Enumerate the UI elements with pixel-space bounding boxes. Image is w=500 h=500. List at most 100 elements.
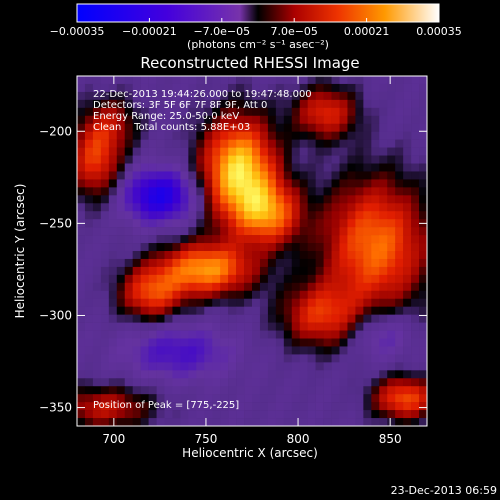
heatmap-cell — [100, 378, 110, 387]
heatmap-cell — [283, 195, 293, 204]
heatmap-cell — [228, 338, 237, 347]
heatmap-cell — [347, 235, 356, 244]
heatmap-cell — [228, 378, 237, 387]
heatmap-cell — [259, 282, 269, 292]
heatmap-cell — [77, 107, 86, 117]
heatmap-cell — [339, 227, 348, 236]
heatmap-cell — [307, 211, 316, 220]
heatmap-cell — [419, 83, 428, 93]
heatmap-cell — [283, 402, 293, 411]
heatmap-cell — [116, 354, 126, 363]
heatmap-cell — [132, 322, 141, 331]
heatmap-cell — [395, 370, 404, 379]
heatmap-cell — [299, 195, 308, 204]
heatmap-cell — [419, 155, 428, 164]
heatmap-cell — [371, 91, 380, 101]
heatmap-cell — [331, 219, 340, 228]
heatmap-cell — [212, 227, 221, 236]
heatmap-cell — [299, 418, 308, 427]
heatmap-cell — [244, 107, 253, 117]
heatmap-cell — [299, 155, 308, 164]
heatmap-cell — [156, 346, 165, 355]
heatmap-cell — [299, 99, 308, 109]
heatmap-cell — [188, 274, 197, 284]
heatmap-cell — [339, 282, 348, 292]
heatmap-cell — [132, 179, 141, 188]
heatmap-cell — [140, 227, 149, 236]
heatmap-cell — [77, 322, 86, 331]
heatmap-cell — [132, 107, 141, 117]
heatmap-cell — [323, 155, 332, 164]
heatmap-cell — [116, 362, 126, 371]
heatmap-cell — [315, 147, 324, 156]
heatmap-cell — [323, 99, 332, 109]
heatmap-cell — [140, 322, 149, 331]
heatmap-cell — [180, 163, 189, 172]
heatmap-cell — [236, 76, 245, 85]
heatmap-cell — [228, 410, 237, 419]
heatmap-cell — [124, 219, 133, 228]
heatmap-cell — [283, 155, 293, 164]
heatmap-cell — [411, 107, 420, 117]
heatmap-cell — [339, 330, 348, 339]
heatmap-cell — [411, 354, 420, 363]
heatmap-cell — [180, 258, 189, 268]
heatmap-cell — [267, 330, 277, 339]
heatmap-cell — [196, 370, 205, 379]
heatmap-cell — [172, 410, 181, 419]
heatmap-cell — [116, 227, 126, 236]
heatmap-cell — [387, 91, 396, 101]
heatmap-cell — [403, 147, 412, 156]
heatmap-cell — [172, 131, 181, 140]
heatmap-cell — [204, 131, 213, 140]
heatmap-cell — [363, 91, 372, 101]
heatmap-cell — [395, 322, 404, 331]
heatmap-cell — [283, 147, 293, 156]
heatmap-cell — [387, 378, 396, 387]
heatmap-cell — [172, 187, 181, 196]
heatmap-cell — [132, 83, 141, 93]
heatmap-cell — [355, 155, 364, 164]
heatmap-cell — [108, 338, 118, 347]
heatmap-cell — [140, 83, 149, 93]
heatmap-cell — [387, 211, 396, 220]
heatmap-cell — [371, 386, 380, 395]
heatmap-cell — [172, 107, 181, 117]
heatmap-cell — [84, 123, 94, 132]
heatmap-cell — [403, 266, 412, 276]
heatmap-cell — [84, 314, 94, 323]
heatmap-cell — [323, 235, 332, 244]
heatmap-cell — [236, 386, 245, 395]
heatmap-cell — [339, 115, 348, 125]
heatmap-cell — [371, 131, 380, 140]
heatmap-cell — [220, 179, 229, 188]
heatmap-cell — [395, 76, 404, 85]
heatmap-cell — [331, 235, 340, 244]
heatmap-cell — [403, 91, 412, 101]
heatmap-cell — [355, 362, 364, 371]
heatmap-cell — [140, 195, 149, 204]
heatmap-cell — [355, 227, 364, 236]
heatmap-cell — [307, 322, 316, 331]
heatmap-cell — [283, 370, 293, 379]
heatmap-cell — [92, 410, 102, 419]
heatmap-cell — [387, 227, 396, 236]
heatmap-cell — [259, 418, 269, 427]
heatmap-cell — [339, 171, 348, 180]
heatmap-cell — [371, 410, 380, 419]
heatmap-cell — [315, 227, 324, 236]
heatmap-cell — [371, 179, 380, 188]
heatmap-cell — [331, 99, 340, 109]
heatmap-cell — [148, 330, 157, 339]
heatmap-cell — [140, 394, 149, 403]
heatmap-cell — [339, 394, 348, 403]
heatmap-cell — [140, 362, 149, 371]
heatmap-cell — [244, 171, 253, 180]
heatmap-cell — [307, 139, 316, 148]
heatmap-cell — [371, 227, 380, 236]
heatmap-cell — [164, 115, 173, 125]
heatmap-cell — [244, 362, 253, 371]
heatmap-cell — [275, 131, 285, 140]
heatmap-cell — [395, 354, 404, 363]
heatmap-cell — [331, 378, 340, 387]
